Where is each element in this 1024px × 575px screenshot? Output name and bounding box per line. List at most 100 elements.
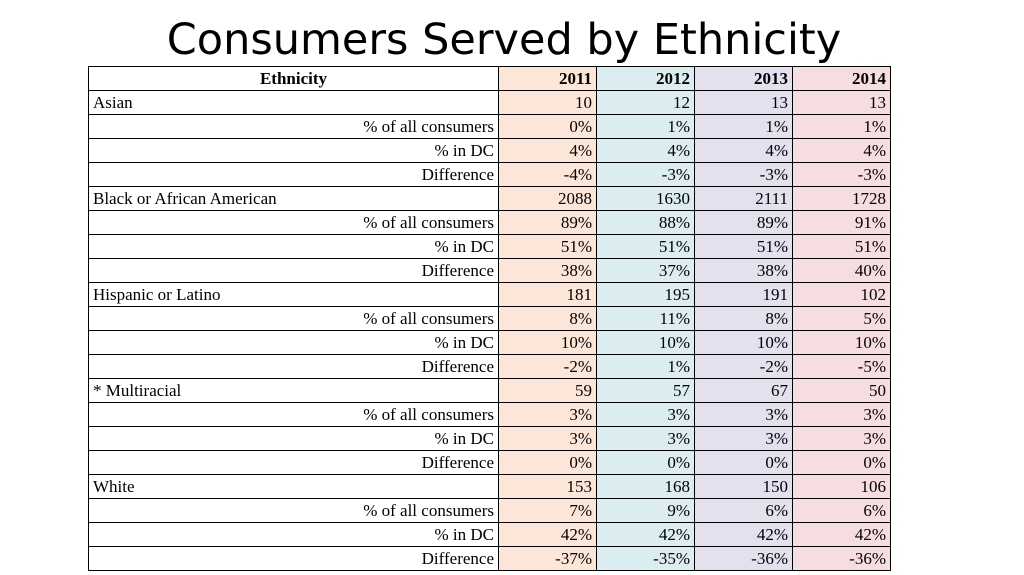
metric-value: 3% (694, 426, 793, 451)
group-row: * Multiracial 59 57 67 50 (88, 378, 891, 403)
metric-value: 6% (694, 498, 793, 523)
ethnicity-name: Hispanic or Latino (88, 282, 499, 307)
slide-title: Consumers Served by Ethnicity (166, 15, 842, 65)
metric-value: 10% (694, 330, 793, 355)
metric-value: 3% (596, 426, 695, 451)
metric-value: 0% (792, 450, 891, 475)
metric-row: Difference -37% -35% -36% -36% (88, 546, 891, 571)
metric-value: 1% (596, 114, 695, 139)
metric-value: 10% (792, 330, 891, 355)
metric-value: 0% (498, 114, 597, 139)
metric-label: % in DC (88, 426, 499, 451)
metric-value: 51% (498, 234, 597, 259)
count-cell: 2088 (498, 186, 597, 211)
metric-value: 3% (792, 402, 891, 427)
metric-value: 4% (694, 138, 793, 163)
metric-value: 42% (596, 522, 695, 547)
metric-value: 5% (792, 306, 891, 331)
metric-value: 37% (596, 258, 695, 283)
metric-value: 0% (596, 450, 695, 475)
metric-value: 1% (596, 354, 695, 379)
metric-row: % of all consumers 89% 88% 89% 91% (88, 210, 891, 235)
metric-value: -36% (694, 546, 793, 571)
metric-label: % of all consumers (88, 210, 499, 235)
metric-value: 1% (792, 114, 891, 139)
metric-value: 3% (694, 402, 793, 427)
metric-row: % in DC 3% 3% 3% 3% (88, 426, 891, 451)
count-cell: 59 (498, 378, 597, 403)
ethnicity-name: * Multiracial (88, 378, 499, 403)
count-cell: 57 (596, 378, 695, 403)
table-body: Asian 10 12 13 13% of all consumers 0% 1% 1% 1%%… (88, 90, 891, 571)
metric-row: % of all consumers 7% 9% 6% 6% (88, 498, 891, 523)
metric-value: 40% (792, 258, 891, 283)
metric-value: 42% (498, 522, 597, 547)
metric-label: % of all consumers (88, 498, 499, 523)
metric-row: % in DC 10% 10% 10% 10% (88, 330, 891, 355)
metric-value: 7% (498, 498, 597, 523)
metric-row: % of all consumers 3% 3% 3% 3% (88, 402, 891, 427)
metric-label: % of all consumers (88, 402, 499, 427)
ethnicity-name: White (88, 474, 499, 499)
metric-row: Difference 0% 0% 0% 0% (88, 450, 891, 475)
count-cell: 181 (498, 282, 597, 307)
metric-value: -2% (498, 354, 597, 379)
metric-value: 4% (792, 138, 891, 163)
metric-label: % in DC (88, 234, 499, 259)
metric-label: % in DC (88, 522, 499, 547)
metric-value: 38% (694, 258, 793, 283)
count-cell: 13 (694, 90, 793, 115)
metric-value: 51% (596, 234, 695, 259)
metric-value: 89% (694, 210, 793, 235)
count-cell: 106 (792, 474, 891, 499)
metric-value: 1% (694, 114, 793, 139)
metric-value: 4% (498, 138, 597, 163)
metric-value: 3% (498, 426, 597, 451)
metric-value: 3% (792, 426, 891, 451)
metric-label: % of all consumers (88, 306, 499, 331)
count-cell: 102 (792, 282, 891, 307)
metric-row: % of all consumers 8% 11% 8% 5% (88, 306, 891, 331)
metric-row: % of all consumers 0% 1% 1% 1% (88, 114, 891, 139)
group-row: Asian 10 12 13 13 (88, 90, 891, 115)
metric-value: 8% (694, 306, 793, 331)
ethnicity-name: Black or African American (88, 186, 499, 211)
count-cell: 168 (596, 474, 695, 499)
metric-label: % in DC (88, 138, 499, 163)
count-cell: 1728 (792, 186, 891, 211)
metric-value: 4% (596, 138, 695, 163)
metric-label: Difference (88, 450, 499, 475)
metric-value: 42% (694, 522, 793, 547)
metric-label: Difference (88, 354, 499, 379)
metric-value: -37% (498, 546, 597, 571)
count-cell: 150 (694, 474, 793, 499)
metric-value: 38% (498, 258, 597, 283)
metric-value: -36% (792, 546, 891, 571)
count-cell: 191 (694, 282, 793, 307)
ethnicity-table: Ethnicity 2011 2012 2013 2014 Asian 10 12 1… (88, 66, 891, 571)
metric-value: 11% (596, 306, 695, 331)
metric-value: 51% (694, 234, 793, 259)
metric-value: -3% (694, 162, 793, 187)
metric-value: -3% (792, 162, 891, 187)
header-year: 2011 (498, 66, 597, 91)
metric-label: Difference (88, 546, 499, 571)
count-cell: 67 (694, 378, 793, 403)
count-cell: 2111 (694, 186, 793, 211)
metric-value: -2% (694, 354, 793, 379)
ethnicity-name: Asian (88, 90, 499, 115)
metric-label: % in DC (88, 330, 499, 355)
header-row: Ethnicity 2011 2012 2013 2014 (88, 66, 891, 91)
header-year: 2013 (694, 66, 793, 91)
metric-row: % in DC 4% 4% 4% 4% (88, 138, 891, 163)
metric-value: 3% (596, 402, 695, 427)
metric-value: 9% (596, 498, 695, 523)
count-cell: 12 (596, 90, 695, 115)
group-row: Black or African American 2088 1630 2111 172… (88, 186, 891, 211)
count-cell: 1630 (596, 186, 695, 211)
count-cell: 50 (792, 378, 891, 403)
count-cell: 153 (498, 474, 597, 499)
metric-value: 42% (792, 522, 891, 547)
count-cell: 13 (792, 90, 891, 115)
metric-row: Difference -4% -3% -3% -3% (88, 162, 891, 187)
